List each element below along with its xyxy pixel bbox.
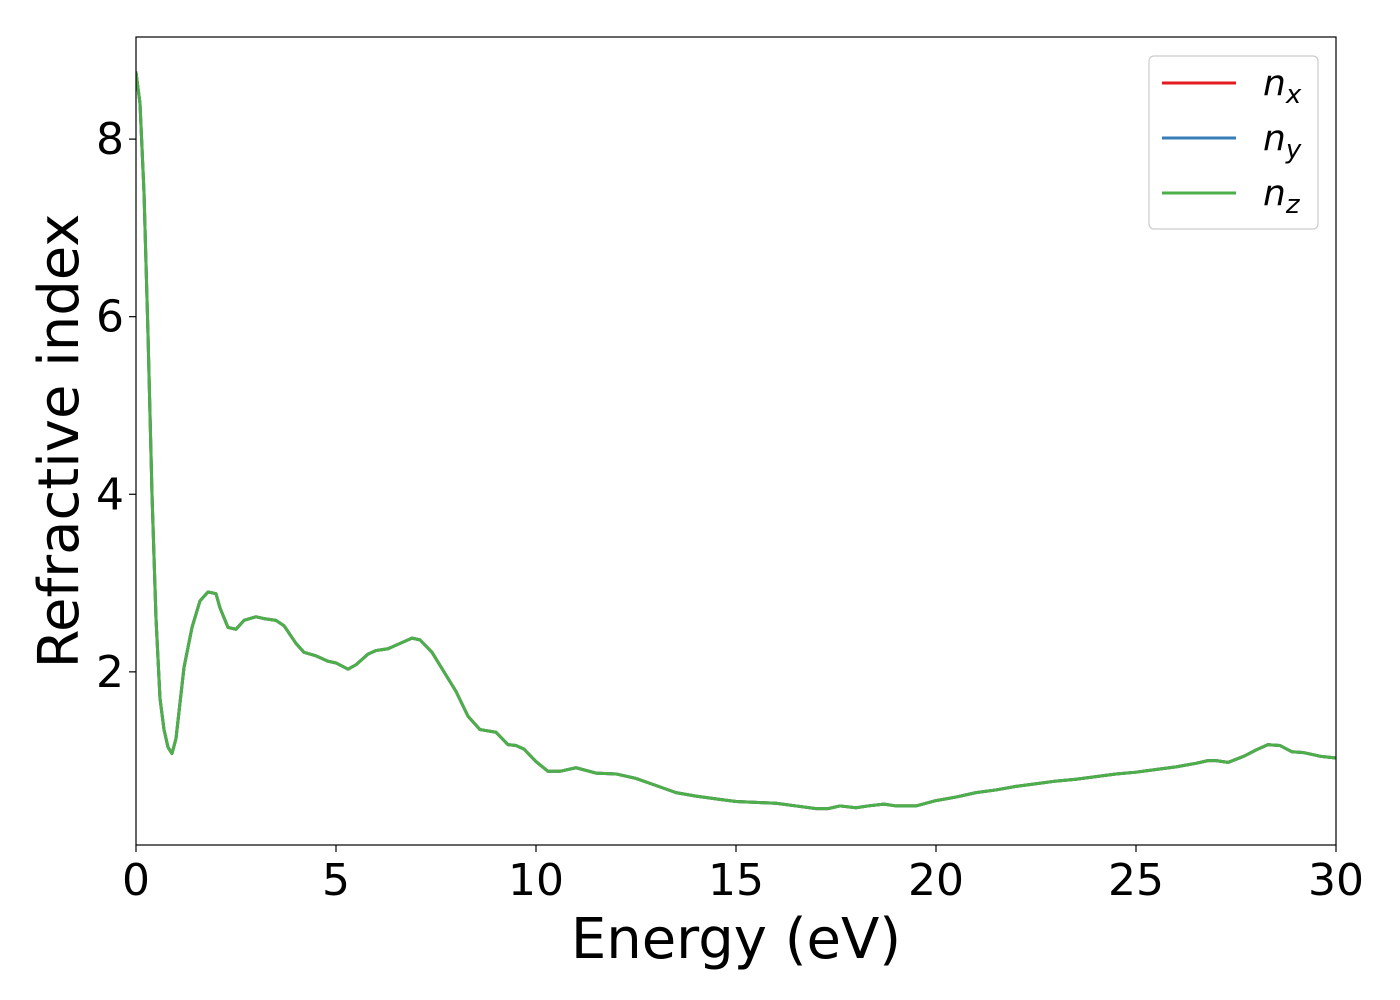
- series-line-n-z: [136, 71, 1336, 811]
- x-axis-label: Energy (eV): [571, 907, 901, 972]
- legend-label-n-y: ny: [1263, 118, 1302, 165]
- y-axis-label: Refractive index: [27, 214, 92, 669]
- x-tick-label: 25: [1108, 855, 1164, 906]
- legend-label-n-z: nz: [1263, 173, 1301, 220]
- series-layer: [136, 71, 1336, 811]
- y-tick-label: 8: [96, 114, 124, 165]
- y-axis-ticks: 2 4 6 8: [96, 114, 136, 698]
- x-axis-ticks: 0 5 10 15 20 25 30: [122, 845, 1364, 906]
- x-tick-label: 0: [122, 855, 150, 906]
- x-tick-label: 30: [1308, 855, 1364, 906]
- x-tick-label: 15: [708, 855, 764, 906]
- x-tick-label: 5: [322, 855, 350, 906]
- legend: nx ny nz: [1148, 55, 1319, 230]
- legend-box: [1148, 55, 1319, 230]
- x-tick-label: 10: [508, 855, 564, 906]
- y-tick-label: 4: [96, 469, 124, 520]
- legend-label-n-x: nx: [1263, 63, 1302, 110]
- y-tick-label: 6: [96, 292, 124, 343]
- x-tick-label: 20: [908, 855, 964, 906]
- y-tick-label: 2: [96, 647, 124, 698]
